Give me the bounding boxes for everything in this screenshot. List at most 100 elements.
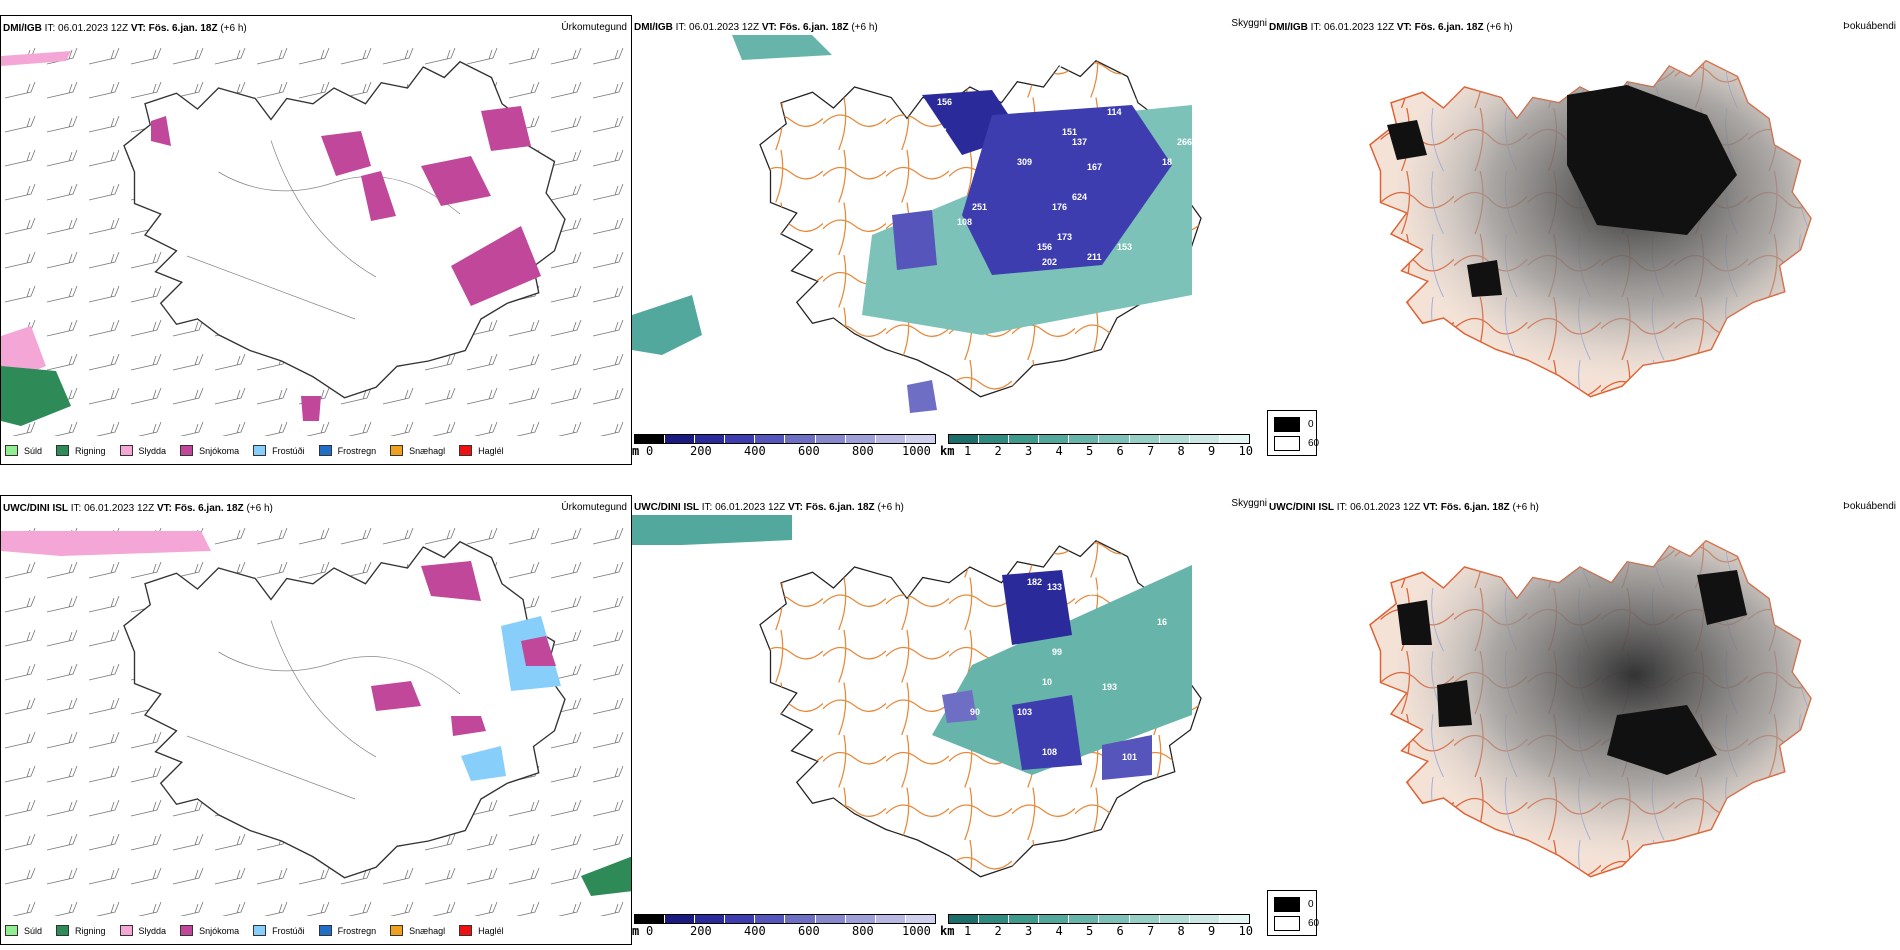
cloudbase-value-label: 167 xyxy=(1087,162,1102,172)
legend-label: Frostregn xyxy=(337,445,377,456)
cloudbase-value-label: 114 xyxy=(1107,107,1122,117)
visibility-tick: 8 xyxy=(1177,924,1185,938)
header-vt-value: Fös. 6.jan. 18Z xyxy=(1440,502,1510,513)
legend-item: Súld xyxy=(5,445,42,456)
colorbar-step xyxy=(1189,435,1220,443)
legend-label: Frostúði xyxy=(272,445,305,456)
precip-panel: DMI/IGB IT: 06.01.2023 12Z VT: Fös. 6.ja… xyxy=(0,15,632,465)
cloudbase-value-label: 293 xyxy=(767,117,782,127)
fog-dark-area xyxy=(1437,680,1472,727)
precip-cell xyxy=(1,51,71,66)
visibility-tick: 9 xyxy=(1208,444,1216,458)
precip-cell xyxy=(1,531,211,556)
cloudbase-value-label: 16 xyxy=(1157,617,1167,627)
header-vt-label: VT: xyxy=(787,502,803,513)
visibility-tick: 2 xyxy=(994,924,1002,938)
legend-swatch xyxy=(459,925,473,936)
visibility-tick: 2 xyxy=(994,444,1002,458)
precip-cell xyxy=(321,131,371,176)
cloudbase-value-label: 108 xyxy=(957,217,972,227)
visibility-area xyxy=(632,295,702,355)
legend-swatch xyxy=(180,925,194,936)
precip-cells xyxy=(1,531,631,896)
visibility-unit: km xyxy=(940,444,955,458)
colorbar-step xyxy=(1039,435,1070,443)
fog-dark-area xyxy=(1467,260,1502,297)
legend-swatch xyxy=(119,925,133,936)
precip-cell xyxy=(451,716,486,736)
legend-swatch xyxy=(5,445,18,456)
colorbar-step xyxy=(1129,435,1160,443)
visibility-area xyxy=(632,515,792,545)
cloudbase-area xyxy=(892,210,937,270)
cloudbase-value-label: 266 xyxy=(1177,137,1192,147)
cloudbase-tick: 800 xyxy=(852,444,874,458)
cloudbase-tick: 1000 xyxy=(902,924,931,938)
cloudbase-ticks: m 0 200 400 600 800 1000 xyxy=(632,924,942,938)
precip-cell xyxy=(421,156,491,206)
header-it-label: IT: xyxy=(70,503,82,514)
legend-label: Snæhagl xyxy=(409,445,446,456)
legend-label: Súld xyxy=(24,925,43,936)
legend-item: Slydda xyxy=(119,445,166,456)
colorbar-step xyxy=(695,915,726,923)
precip-cell xyxy=(361,171,396,221)
colorbar-step xyxy=(1159,915,1190,923)
colorbar-step xyxy=(725,435,756,443)
legend-item: Rigning xyxy=(56,925,106,936)
cloudbase-tick: 800 xyxy=(852,924,874,938)
fog-dark-area xyxy=(1387,120,1427,160)
header-vt-value: Fös. 6.jan. 18Z xyxy=(805,502,875,513)
visibility-tick: 3 xyxy=(1025,924,1033,938)
fog-legend-high-label: 0 xyxy=(1308,899,1314,910)
header-vt-label: VT: xyxy=(156,503,172,514)
legend-swatch xyxy=(390,445,404,456)
visibility-tick: 6 xyxy=(1116,444,1124,458)
colorbar-step xyxy=(949,915,980,923)
header-lead: (+6 h) xyxy=(877,502,904,513)
cloudbase-unit: m xyxy=(632,444,640,458)
fog-panel: DMI/IGB IT: 06.01.2023 12Z VT: Fös. 6.ja… xyxy=(1267,15,1900,465)
legend-label: Frostregn xyxy=(337,925,377,936)
cloudbase-value-label: 624 xyxy=(1072,192,1087,202)
colorbar-step xyxy=(1009,435,1040,443)
cloudbase-areas xyxy=(942,570,1152,780)
cloudbase-value-label: 137 xyxy=(1032,547,1047,557)
precip-cell xyxy=(421,561,481,601)
fog-legend-low-label: 60 xyxy=(1308,438,1320,449)
fog-legend-high-swatch xyxy=(1274,897,1300,912)
visibility-areas xyxy=(632,515,1192,775)
visibility-tick: 7 xyxy=(1147,924,1155,938)
legend-item: Snjókoma xyxy=(180,445,239,456)
header-lead: (+6 h) xyxy=(1512,502,1539,513)
colorbar-step xyxy=(949,435,980,443)
legend-item: Haglél xyxy=(459,445,504,456)
header-lead: (+6 h) xyxy=(1486,22,1513,33)
fog-panel: UWC/DINI ISL IT: 06.01.2023 12Z VT: Fös.… xyxy=(1267,495,1900,945)
colorbar-step xyxy=(979,435,1010,443)
header-it-value: 06.01.2023 12Z xyxy=(689,22,760,33)
panel-header: DMI/IGB IT: 06.01.2023 12Z VT: Fös. 6.ja… xyxy=(1269,22,1513,33)
colorbar-step xyxy=(1069,435,1100,443)
precip-legend: Súld Rigning Slydda Snjókoma Frostúði Frostre… xyxy=(5,445,518,456)
legend-item: Snjókoma xyxy=(180,925,239,936)
header-it-label: IT: xyxy=(1310,22,1322,33)
cloudbase-value-label: 95 xyxy=(952,362,962,372)
colorbar-step xyxy=(979,915,1010,923)
cloudbase-value-label: 151 xyxy=(1062,127,1077,137)
legend-label: Rigning xyxy=(75,445,106,456)
cloudbase-value-label: 176 xyxy=(1052,202,1067,212)
colorbar-step xyxy=(905,915,935,923)
cloudbase-colorbar xyxy=(634,434,936,444)
cloudbase-value-label: 193 xyxy=(1102,682,1117,692)
visibility-tick: 1 xyxy=(964,924,972,938)
visibility-tick: 5 xyxy=(1086,924,1094,938)
fog-legend-low-label: 60 xyxy=(1308,918,1320,929)
fog-legend-low-swatch xyxy=(1274,436,1300,451)
visibility-tick: 4 xyxy=(1055,444,1063,458)
colorbar-step xyxy=(1189,915,1220,923)
forecast-row: UWC/DINI ISL IT: 06.01.2023 12Z VT: Fös.… xyxy=(0,495,1900,945)
cloudbase-area xyxy=(1002,570,1072,645)
legend-swatch xyxy=(56,925,70,936)
header-it-label: IT: xyxy=(701,502,713,513)
